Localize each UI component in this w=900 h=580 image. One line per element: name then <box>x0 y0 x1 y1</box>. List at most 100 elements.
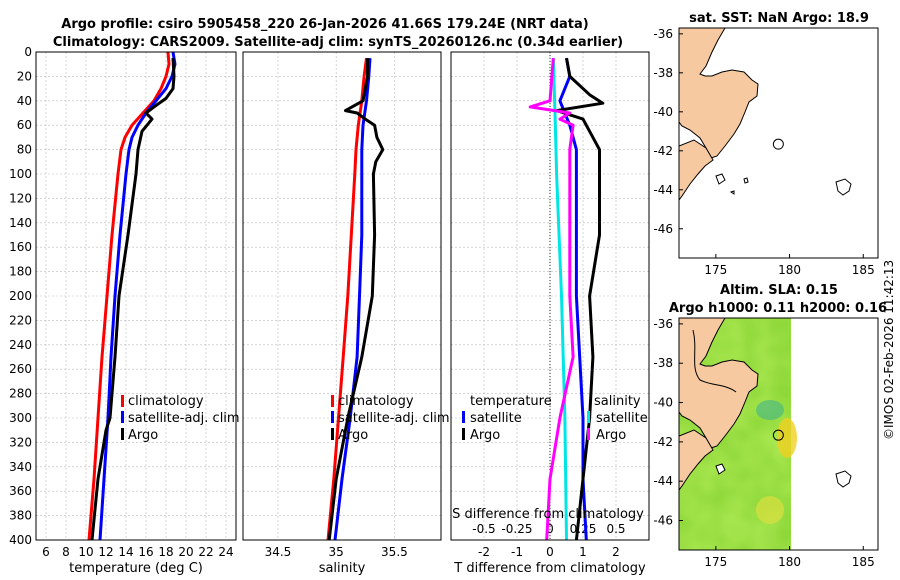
series-line-satellite-adj-clim <box>333 58 372 540</box>
y-tick-label: 180 <box>9 265 32 279</box>
difference-xlabel2: S difference from climatology <box>452 507 644 522</box>
difference-xlabel: T difference from climatology <box>453 561 646 576</box>
series-line-climatology <box>326 57 368 540</box>
plot-frame <box>35 51 237 541</box>
small-island <box>715 173 726 185</box>
sla-low-anomaly <box>756 400 784 420</box>
legend-swatch-climatology <box>331 395 334 407</box>
y-tick-label: 100 <box>9 167 32 181</box>
series-line-salinity-satellite <box>551 58 568 540</box>
legend-swatch-sal-argo <box>587 428 590 440</box>
series-line-salinity-argo <box>528 57 575 540</box>
x-tick-label: 35 <box>329 545 344 559</box>
map-x-tick-label: 185 <box>852 263 875 277</box>
y-tick-label: 20 <box>17 69 32 83</box>
small-island <box>715 463 726 475</box>
figure-title-line2: Climatology: CARS2009. Satellite-adj cli… <box>53 35 623 50</box>
legend-label-climatology: climatology <box>338 394 414 409</box>
map-y-tick-label: -38 <box>653 356 673 370</box>
x-tick-label: 12 <box>98 545 113 559</box>
sla-high-anomaly <box>756 496 784 524</box>
legend-label-argo: Argo <box>128 428 158 443</box>
north-island-land <box>679 318 759 449</box>
series-line-satellite-adj-clim <box>98 52 177 540</box>
series-group <box>528 57 605 540</box>
y-tick-label: 220 <box>9 313 32 327</box>
salinity-xlabel: salinity <box>319 561 366 576</box>
legend-title-temperature: temperature <box>470 394 552 409</box>
series-line-argo <box>90 58 176 540</box>
y-tick-label: 300 <box>9 411 32 425</box>
legend-swatch-climatology <box>121 395 124 407</box>
y-tick-label: 400 <box>9 533 32 547</box>
sla-map-axes: -36 -38 -40 -42 -44 -46 175 180 185 <box>653 317 874 569</box>
y-tick-label: 60 <box>17 118 32 132</box>
series-line-temperature-argo <box>555 57 605 540</box>
north-island-land <box>679 28 759 159</box>
x-tick-label: 14 <box>118 545 133 559</box>
contour-line <box>692 329 737 393</box>
plot-frame <box>242 51 442 541</box>
small-island <box>743 177 749 184</box>
legend-label-sal-argo: Argo <box>596 428 626 443</box>
map-x-tick-label: 180 <box>778 555 801 569</box>
map-y-tick-label: -42 <box>653 435 673 449</box>
x-tick-label: 22 <box>198 545 213 559</box>
sla-map-title: Altim. SLA: 0.15 <box>720 283 838 298</box>
y-tick-label: 260 <box>9 362 32 376</box>
x-tick-label: 0 <box>546 545 554 559</box>
chatham-islands <box>835 178 852 196</box>
temperature-panel: 0 20 40 60 80 100 120 140 160 180 200 220 240 260 280 3… <box>9 45 237 559</box>
map-x-tick-label: 175 <box>704 555 727 569</box>
map-x-tick-label: 185 <box>852 555 875 569</box>
x2-tick-label: -0.5 <box>472 522 495 536</box>
legend-label-satellite: satellite-adj. clim <box>338 411 450 426</box>
legend-label-argo: Argo <box>338 428 368 443</box>
legend-swatch-satellite <box>121 411 124 423</box>
map-y-tick-label: -36 <box>653 27 673 41</box>
x-tick-label: 1 <box>579 545 587 559</box>
argo-position-marker <box>772 429 784 441</box>
plot-frame <box>450 51 650 541</box>
y-tick-label: 120 <box>9 191 32 205</box>
map-y-tick-label: -40 <box>653 396 673 410</box>
x-tick-label: -1 <box>511 545 523 559</box>
temperature-xlabel: temperature (deg C) <box>69 561 203 576</box>
series-line-climatology <box>87 52 171 540</box>
legend-swatch-satellite <box>331 411 334 423</box>
small-island <box>729 190 735 195</box>
map-x-tick-label: 180 <box>778 263 801 277</box>
map-y-tick-label: -44 <box>653 183 673 197</box>
y-tick-label: 40 <box>17 94 32 108</box>
sst-map: -36 -38 -40 -42 -44 -46 175 180 185 <box>653 27 879 277</box>
x-tick-label: 16 <box>138 545 153 559</box>
sla-map-subtitle: Argo h1000: 0.11 h2000: 0.16 <box>669 301 887 316</box>
map-y-tick-label: -36 <box>653 317 673 331</box>
sla-map-frame <box>678 317 879 551</box>
legend-label-satellite: satellite-adj. clim <box>128 411 240 426</box>
x-tick-label: 35.5 <box>381 545 408 559</box>
series-group <box>87 52 177 540</box>
legend-swatch-argo <box>331 428 334 440</box>
y-tick-label: 200 <box>9 289 32 303</box>
legend-swatch-sal-satellite <box>587 411 590 423</box>
timestamp-label: ©IMOS 02-Feb-2026 11:42:13 <box>882 259 896 440</box>
map-y-tick-label: -42 <box>653 144 673 158</box>
map-y-tick-label: -46 <box>653 514 673 528</box>
difference-temperature-legend: temperature satellite Argo <box>462 394 552 443</box>
y-tick-label: 340 <box>9 460 32 474</box>
x-tick-label: 34.5 <box>265 545 292 559</box>
y-tick-label: 160 <box>9 240 32 254</box>
salinity-legend: climatology satellite-adj. clim Argo <box>331 394 450 443</box>
series-group <box>326 57 385 540</box>
legend-swatch-argo <box>121 428 124 440</box>
legend-label-temp-satellite: satellite <box>470 411 522 426</box>
legend-swatch-temp-satellite <box>462 411 465 423</box>
x2-tick-label: 0.5 <box>606 522 625 536</box>
x-tick-label: -2 <box>478 545 490 559</box>
sst-map-axes: -36 -38 -40 -42 -44 -46 175 180 185 <box>653 27 874 277</box>
y-tick-label: 360 <box>9 484 32 498</box>
x-tick-label: 6 <box>42 545 50 559</box>
sst-map-title: sat. SST: NaN Argo: 18.9 <box>689 11 869 26</box>
